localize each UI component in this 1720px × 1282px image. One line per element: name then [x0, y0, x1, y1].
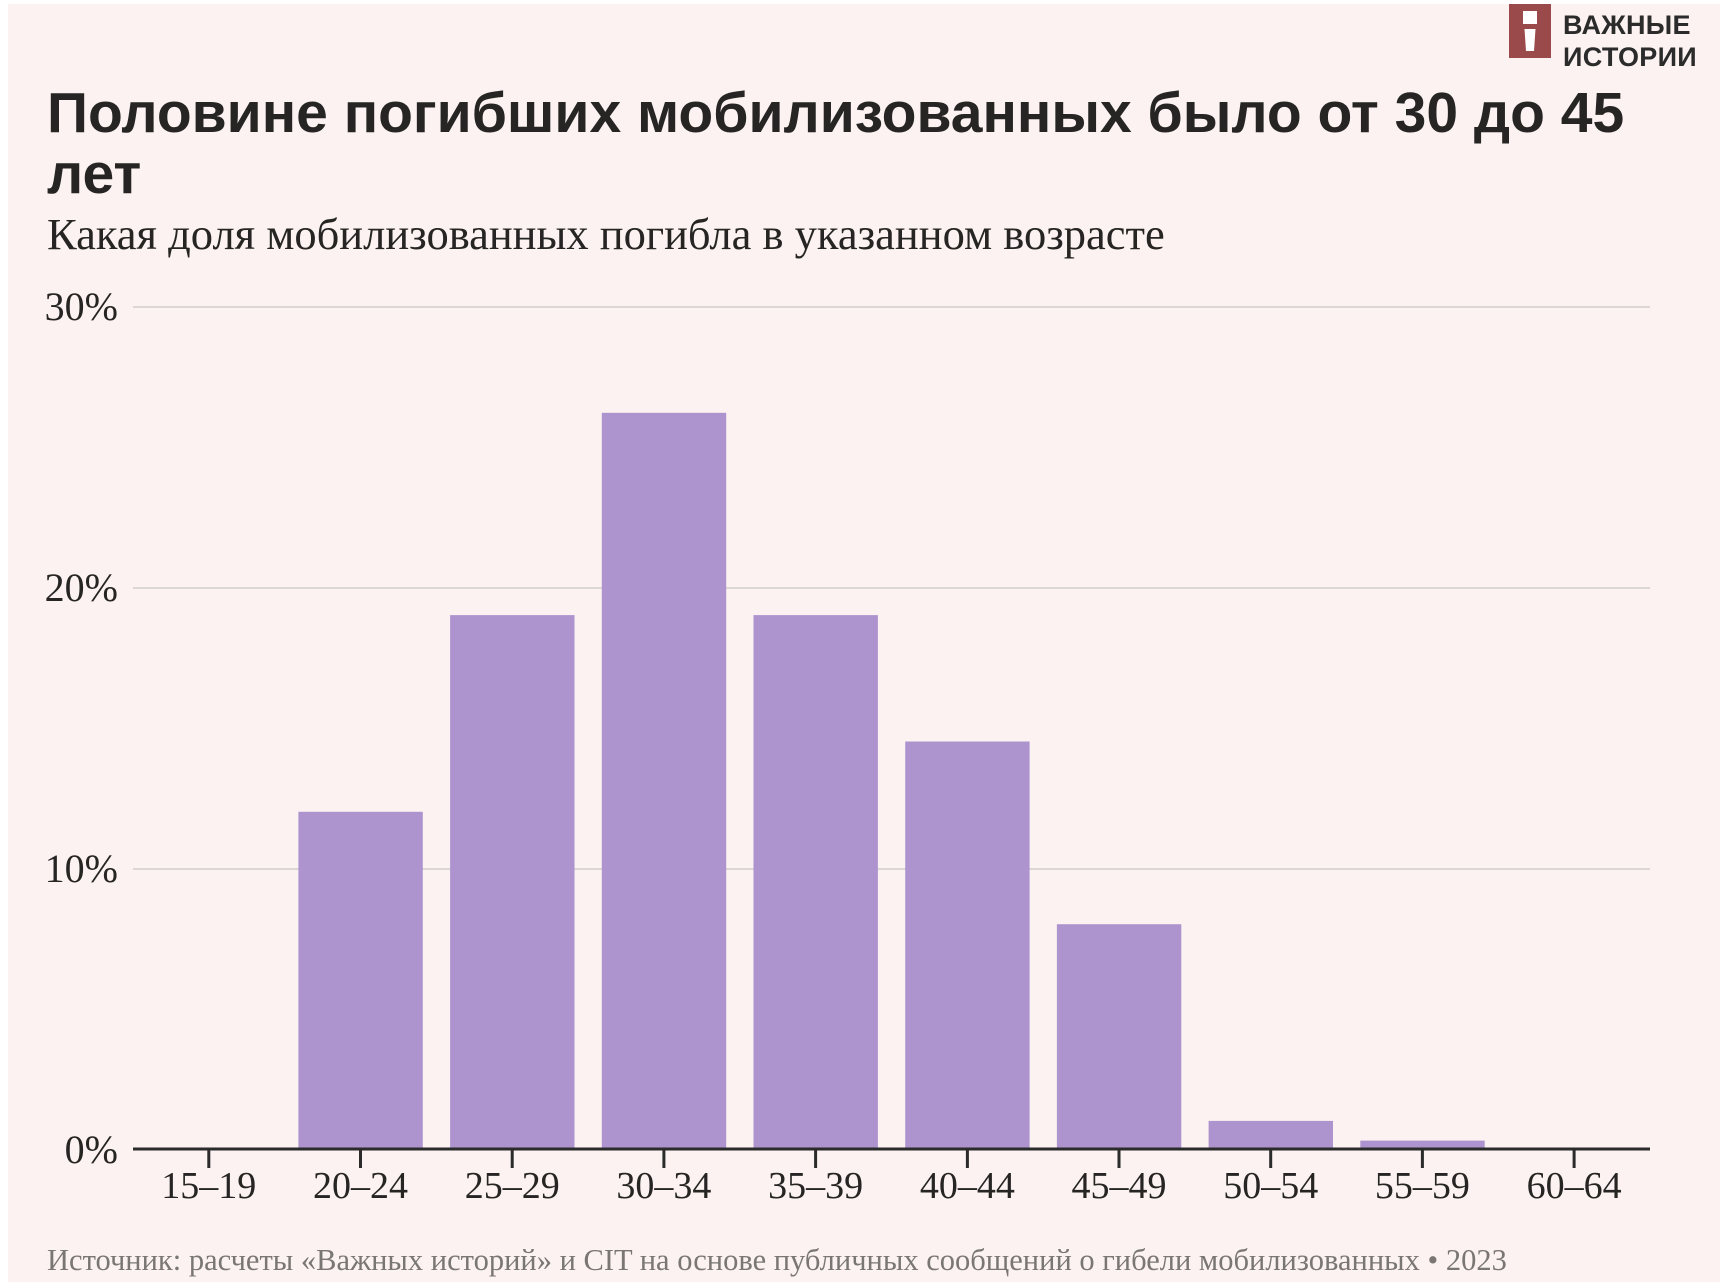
svg-text:35–39: 35–39 [768, 1165, 863, 1207]
svg-text:30%: 30% [45, 284, 118, 329]
svg-text:30–34: 30–34 [616, 1165, 711, 1207]
svg-text:55–59: 55–59 [1375, 1165, 1470, 1207]
svg-text:10%: 10% [45, 846, 118, 891]
svg-text:20–24: 20–24 [313, 1165, 408, 1207]
svg-text:25–29: 25–29 [465, 1165, 560, 1207]
svg-text:0%: 0% [65, 1127, 118, 1172]
svg-text:15–19: 15–19 [161, 1165, 256, 1207]
svg-text:45–49: 45–49 [1072, 1165, 1167, 1207]
svg-text:20%: 20% [45, 565, 118, 610]
svg-text:40–44: 40–44 [920, 1165, 1015, 1207]
svg-text:60–64: 60–64 [1527, 1165, 1622, 1207]
svg-text:50–54: 50–54 [1223, 1165, 1318, 1207]
